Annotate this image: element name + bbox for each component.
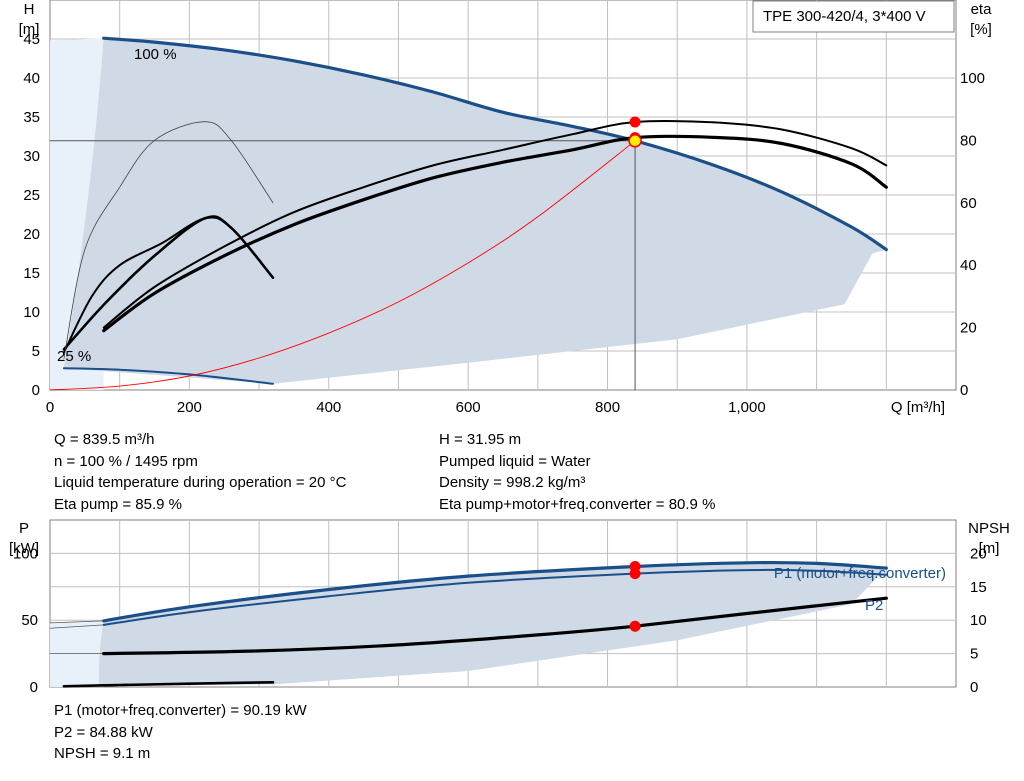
h-tick-label: 0 <box>32 382 40 399</box>
readout-density: Density = 998.2 kg/m³ <box>439 474 586 491</box>
q-tick-label: 800 <box>595 399 620 416</box>
title-box <box>752 0 955 33</box>
top-plot: 0 5 10 15 20 25 30 35 40 45 0 20 40 60 80 100 0 200 400 600… <box>23 0 985 416</box>
curve-eta-total-100 <box>102 134 888 333</box>
readout-speed: n = 100 % / 1495 rpm <box>54 452 198 470</box>
curve-eta-thin <box>63 121 274 360</box>
p2-series-label: P2 <box>865 597 883 614</box>
curve-head-min <box>62 367 274 385</box>
top-operating-region <box>50 38 887 390</box>
h-tick-label: 25 <box>23 187 40 204</box>
npsh-tick-label: 15 <box>970 579 987 596</box>
top-tick-labels: 0 5 10 15 20 25 30 35 40 45 0 20 40 60 80 100 0 200 400 600… <box>23 31 985 416</box>
curve-p2 <box>102 596 888 656</box>
readout-temperature: Liquid temperature during operation = 20… <box>54 474 347 491</box>
curve-eta-pump-100 <box>102 119 888 329</box>
readout-top-right: H = 31.95 m Pumped liquid = Water Densit… <box>439 429 715 515</box>
bottom-right-axis-label-2: [m] <box>979 540 1000 557</box>
h-tick-label: 30 <box>23 148 40 165</box>
curve-p1-motor-freq-converter <box>102 560 888 623</box>
q-tick-label: 0 <box>46 399 54 416</box>
speed-label-max: 100 % <box>134 46 177 63</box>
bottom-curves <box>49 560 888 688</box>
speed-label-min: 25 % <box>57 348 91 365</box>
p-tick-label: 100 <box>13 545 38 562</box>
duty-marker-p2 <box>629 568 641 580</box>
bottom-left-axis-label-1: P <box>19 520 29 537</box>
npsh-tick-label: 20 <box>970 545 987 562</box>
readout-flow: Q = 839.5 m³/h <box>54 431 155 448</box>
duty-marker-head <box>628 134 642 148</box>
top-curves <box>49 36 888 391</box>
curve-eta-total-low <box>62 215 275 351</box>
top-left-axis-label-1: H <box>24 1 35 18</box>
h-tick-label: 5 <box>32 343 40 360</box>
readout-top-left: Q = 839.5 m³/h n = 100 % / 1495 rpm Liqu… <box>54 429 346 515</box>
curve-p2-curve <box>102 568 888 626</box>
npsh-tick-label: 0 <box>970 679 978 696</box>
bottom-plot: 0 50 100 0 5 10 15 20 <box>13 519 987 696</box>
p-tick-label: 0 <box>30 679 38 696</box>
readout-p1: P1 (motor+freq.converter) = 90.19 kW <box>54 702 307 719</box>
readout-eta-total: Eta pump+motor+freq.converter = 80.9 % <box>439 495 716 513</box>
q-tick-label: 400 <box>316 399 341 416</box>
npsh-tick-label: 10 <box>970 612 987 629</box>
bot-guide-p2 <box>49 624 104 629</box>
h-tick-label: 15 <box>23 265 40 282</box>
h-tick-label: 40 <box>23 70 40 87</box>
top-right-axis-label-1: eta <box>971 1 993 18</box>
p-tick-label: 50 <box>21 612 38 629</box>
top-left-axis-label-2: [m] <box>19 21 40 38</box>
q-tick-label: 200 <box>177 399 202 416</box>
bottom-left-axis-label-2: [kW] <box>9 540 39 557</box>
curve-system-curve <box>49 140 636 391</box>
duty-marker-eta-pump <box>629 116 641 128</box>
curve-p-low <box>62 681 275 688</box>
npsh-tick-label: 5 <box>970 646 978 663</box>
readout-liquid: Pumped liquid = Water <box>439 452 591 470</box>
bottom-right-axis-label-1: NPSH <box>968 520 1010 537</box>
h-tick-label: 10 <box>23 304 40 321</box>
eta-tick-label: 60 <box>960 195 977 212</box>
eta-tick-label: 40 <box>960 257 977 274</box>
bottom-tick-labels: 0 50 100 0 5 10 15 20 <box>13 545 987 696</box>
duty-marker-npsh <box>629 620 641 632</box>
bot-guide-p1 <box>49 620 104 624</box>
readout-head: H = 31.95 m <box>439 431 522 448</box>
eta-tick-label: 100 <box>960 70 985 87</box>
eta-tick-label: 0 <box>960 382 968 399</box>
readout-npsh: NPSH = 9.1 m <box>54 745 151 762</box>
h-tick-label: 20 <box>23 226 40 243</box>
x-axis-label: Q [m³/h] <box>891 399 945 416</box>
eta-tick-label: 20 <box>960 320 977 337</box>
top-right-axis-label-2: [%] <box>970 21 992 38</box>
h-tick-label: 35 <box>23 109 40 126</box>
region-fill <box>63 38 887 384</box>
title-text: TPE 300-420/4, 3*400 V <box>763 8 926 25</box>
h-tick-label: 45 <box>23 31 40 48</box>
readout-p2: P2 = 84.88 kW <box>54 723 153 741</box>
p1-series-label: P1 (motor+freq.converter) <box>774 565 946 582</box>
q-tick-label: 1,000 <box>728 399 766 416</box>
eta-tick-label: 80 <box>960 132 977 149</box>
q-tick-label: 600 <box>456 399 481 416</box>
curve-head-100 <box>102 36 888 252</box>
readout-eta-pump: Eta pump = 85.9 % <box>54 495 182 513</box>
readout-bottom: P1 (motor+freq.converter) = 90.19 kW P2 … <box>54 700 307 765</box>
